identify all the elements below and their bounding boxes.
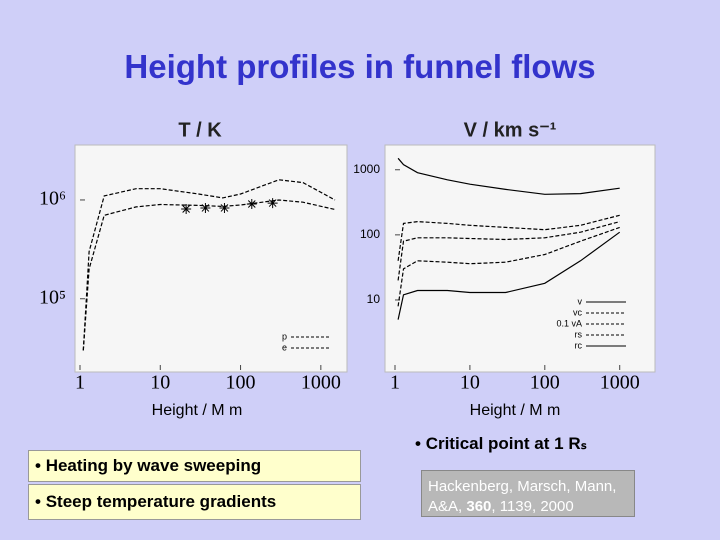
note-text: Critical point at 1 Rₛ	[425, 434, 587, 453]
y-tick-label: 1000	[353, 162, 380, 176]
series-line	[397, 226, 620, 307]
legend-label: rc	[575, 340, 583, 350]
x-axis-label: Height / M m	[152, 402, 243, 419]
reference: Hackenberg, Marsch, Mann, A&A, 360, 1139…	[421, 470, 635, 517]
note: • Critical point at 1 Rₛ	[415, 434, 587, 453]
series-line	[82, 179, 336, 351]
data-star	[200, 202, 211, 213]
bullet: Heating by wave sweeping	[45, 456, 262, 475]
bullet-box: • Heating by wave sweeping	[28, 450, 361, 482]
legend-label: e	[282, 342, 287, 352]
legend-label: p	[282, 331, 287, 341]
data-star	[246, 199, 257, 210]
x-tick-label: 1000	[301, 372, 341, 394]
y-tick-label: 10⁶	[39, 188, 66, 210]
x-tick-label: 10	[150, 372, 170, 394]
x-tick-label: 10	[460, 372, 480, 394]
ref-volume: 360	[466, 498, 492, 515]
x-axis-label: Height / M m	[470, 402, 561, 419]
x-tick-label: 100	[226, 372, 256, 394]
legend-label: 0.1 vA	[556, 318, 582, 328]
data-star	[181, 203, 192, 214]
ref-authors: Hackenberg, Marsch, Mann,	[428, 478, 617, 495]
slide-title: Height profiles in funnel flows	[124, 48, 596, 85]
series-line	[397, 157, 620, 195]
bullet-box: • Steep temperature gradients	[28, 484, 361, 520]
x-tick-label: 1	[75, 372, 85, 394]
y-tick-label: 10	[367, 292, 381, 306]
chart-title: T / K	[178, 119, 222, 141]
data-star	[219, 202, 230, 213]
plot-area	[74, 144, 348, 373]
series-line	[397, 221, 620, 281]
plot-area	[384, 144, 656, 373]
legend-label: rs	[575, 329, 583, 339]
chart-title: V / km s⁻¹	[464, 119, 557, 141]
ref-journal: A&A,	[428, 498, 463, 515]
series-line	[397, 231, 621, 320]
x-tick-label: 1000	[600, 372, 640, 394]
x-tick-label: 1	[390, 372, 400, 394]
legend-label: vc	[573, 307, 583, 317]
x-tick-label: 100	[530, 372, 560, 394]
y-tick-label: 10⁵	[39, 286, 66, 308]
legend-label: v	[578, 296, 583, 306]
y-tick-label: 100	[360, 227, 380, 241]
series-line	[397, 214, 620, 261]
bullet: Steep temperature gradients	[45, 492, 277, 511]
data-star	[267, 198, 278, 209]
ref-rest: , 1139, 2000	[491, 498, 574, 515]
series-line	[82, 199, 336, 351]
